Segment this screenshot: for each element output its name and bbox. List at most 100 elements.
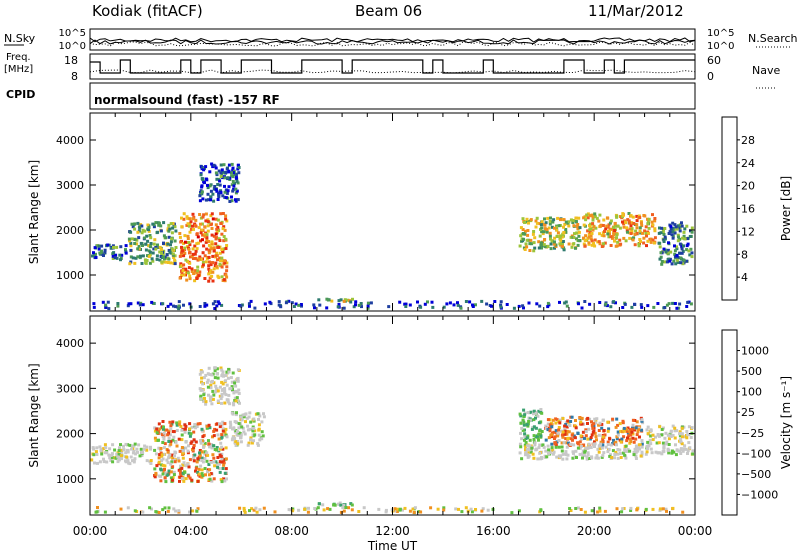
heatmap-cell xyxy=(224,446,228,450)
heatmap-cell xyxy=(252,508,256,512)
heatmap-cell xyxy=(224,188,228,192)
heatmap-cell xyxy=(98,445,102,449)
heatmap-cell xyxy=(584,430,588,434)
heatmap-cell xyxy=(228,176,232,180)
heatmap-cell xyxy=(209,386,213,390)
heatmap-cell xyxy=(600,422,604,426)
colorbar-label: Velocity [m s⁻¹] xyxy=(779,376,793,469)
heatmap-cell xyxy=(108,456,112,460)
heatmap-cell xyxy=(222,163,226,167)
heatmap-cell xyxy=(291,507,295,511)
heatmap-cell xyxy=(585,455,589,459)
heatmap-cell xyxy=(622,222,626,226)
heatmap-cell xyxy=(218,422,221,426)
heatmap-cell xyxy=(177,300,181,304)
heatmap-cell xyxy=(236,430,239,434)
heatmap-cell xyxy=(595,216,599,220)
heatmap-cell xyxy=(474,508,477,511)
heatmap-cell xyxy=(419,305,423,309)
heatmap-cell xyxy=(228,402,232,406)
heatmap-cell xyxy=(552,218,556,222)
heatmap-cell xyxy=(219,163,223,167)
heatmap-cell xyxy=(590,243,594,247)
heatmap-cell xyxy=(210,373,214,377)
heatmap-cell xyxy=(572,443,576,447)
heatmap-cell xyxy=(608,229,611,233)
heatmap-cell xyxy=(604,302,608,306)
heatmap-cell xyxy=(366,301,370,305)
heatmap-cell xyxy=(215,463,219,467)
heatmap-cell xyxy=(211,302,215,306)
heatmap-cell xyxy=(217,177,221,181)
heatmap-cell xyxy=(177,509,181,513)
heatmap-cell xyxy=(180,264,184,268)
heatmap-cell xyxy=(262,415,266,419)
heatmap-cell xyxy=(181,471,185,475)
heatmap-cell xyxy=(183,430,187,434)
heatmap-cell xyxy=(184,477,188,481)
heatmap-cell xyxy=(470,510,474,514)
heatmap-cell xyxy=(155,254,159,258)
heatmap-cell xyxy=(191,509,195,513)
heatmap-cell xyxy=(645,244,648,248)
heatmap-cell xyxy=(601,418,605,422)
heatmap-cell xyxy=(209,189,213,193)
heatmap-cell xyxy=(160,251,163,255)
heatmap-cell xyxy=(134,452,138,456)
heatmap-cell xyxy=(212,444,216,448)
heatmap-cell xyxy=(149,447,153,451)
heatmap-cell xyxy=(574,419,577,422)
heatmap-cell xyxy=(615,443,618,447)
heatmap-cell xyxy=(539,509,543,513)
heatmap-cell xyxy=(247,441,251,445)
heatmap-cell xyxy=(590,433,594,437)
heatmap-cell xyxy=(658,257,662,261)
heatmap-cell xyxy=(290,301,294,305)
heatmap-cell xyxy=(196,269,200,273)
heatmap-cell xyxy=(237,426,241,430)
heatmap-cell xyxy=(677,235,680,239)
heatmap-cell xyxy=(98,460,102,464)
heatmap-cell xyxy=(220,435,224,439)
heatmap-cell xyxy=(629,224,633,228)
heatmap-cell xyxy=(537,246,541,250)
heatmap-cell xyxy=(628,430,632,434)
heatmap-cell xyxy=(675,306,679,310)
heatmap-cell xyxy=(116,304,120,308)
heatmap-cell xyxy=(120,457,124,461)
heatmap-cell xyxy=(167,249,171,252)
heatmap-cell xyxy=(131,225,135,229)
heatmap-cell xyxy=(104,446,108,450)
heatmap-cell xyxy=(169,455,173,459)
heatmap-cell xyxy=(153,467,157,471)
heatmap-cell xyxy=(170,422,174,426)
heatmap-cell xyxy=(230,411,234,415)
heatmap-cell xyxy=(601,454,605,458)
heatmap-cell xyxy=(99,448,103,452)
heatmap-cell xyxy=(540,456,543,459)
heatmap-cell xyxy=(167,223,171,227)
heatmap-cell xyxy=(107,307,111,311)
heatmap-cell xyxy=(566,441,570,445)
heatmap-cell xyxy=(655,441,659,445)
heatmap-cell xyxy=(540,226,544,230)
heatmap-cell xyxy=(554,429,558,433)
heatmap-cell xyxy=(195,242,199,246)
heatmap-cell xyxy=(219,454,223,458)
heatmap-cell xyxy=(597,429,601,432)
heatmap-cell xyxy=(685,224,689,228)
heatmap-cell xyxy=(230,195,233,199)
heatmap-cell xyxy=(224,433,228,437)
nave-tick-label: 60 xyxy=(707,54,721,67)
heatmap-cell xyxy=(543,245,547,248)
heatmap-cell xyxy=(622,429,626,433)
heatmap-cell xyxy=(529,448,533,452)
heatmap-cell xyxy=(555,418,559,422)
heatmap-cell xyxy=(202,213,206,217)
heatmap-cell xyxy=(209,195,213,199)
heatmap-cell xyxy=(598,301,602,304)
heatmap-cell xyxy=(499,300,503,304)
colorbar-tick-label: 4 xyxy=(741,271,748,284)
heatmap-cell xyxy=(218,251,222,255)
heatmap-cell xyxy=(155,431,159,435)
